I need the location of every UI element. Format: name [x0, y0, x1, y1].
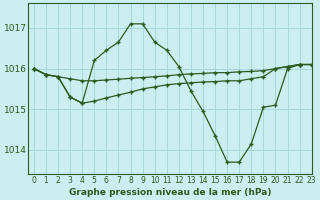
X-axis label: Graphe pression niveau de la mer (hPa): Graphe pression niveau de la mer (hPa) [68, 188, 271, 197]
